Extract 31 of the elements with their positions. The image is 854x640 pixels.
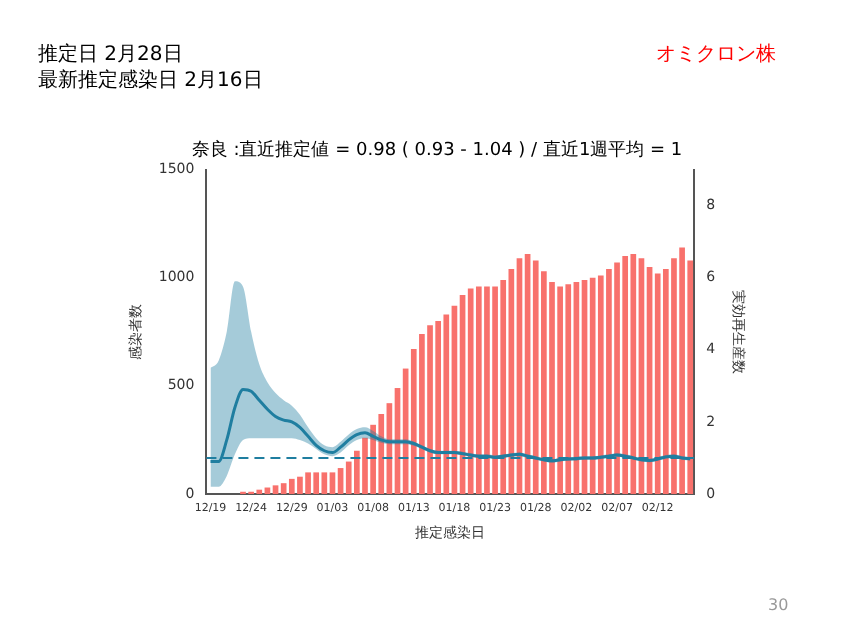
bar (630, 253, 637, 494)
bar (427, 325, 433, 494)
bar (614, 262, 620, 494)
bar (435, 320, 442, 494)
bar (280, 483, 287, 494)
bar (272, 485, 279, 494)
bar (622, 256, 629, 494)
text: 30 (768, 596, 789, 614)
text: 推定日 2月28日 (38, 41, 183, 68)
bar (565, 284, 572, 494)
bar (532, 260, 539, 494)
bar (419, 333, 425, 494)
bar (654, 273, 661, 494)
bar (492, 286, 498, 494)
bar (475, 286, 482, 494)
bar (484, 286, 490, 494)
bar (467, 288, 474, 494)
text: 最新推定感染日 2月16日 (38, 67, 263, 94)
bar (589, 277, 596, 494)
bar (288, 478, 295, 494)
bar (597, 275, 604, 494)
bar (321, 472, 328, 494)
bar (305, 472, 311, 494)
text: オミクロン株 (656, 41, 776, 68)
bar (606, 269, 612, 494)
bar (443, 314, 450, 494)
bar (557, 286, 563, 494)
bar (313, 472, 320, 494)
bar (679, 247, 685, 494)
chart-title: 奈良 :直近推定値 = 0.98 ( 0.93 - 1.04 ) / 直近1週平均 = 1 (191, 139, 683, 162)
bar (297, 476, 303, 494)
